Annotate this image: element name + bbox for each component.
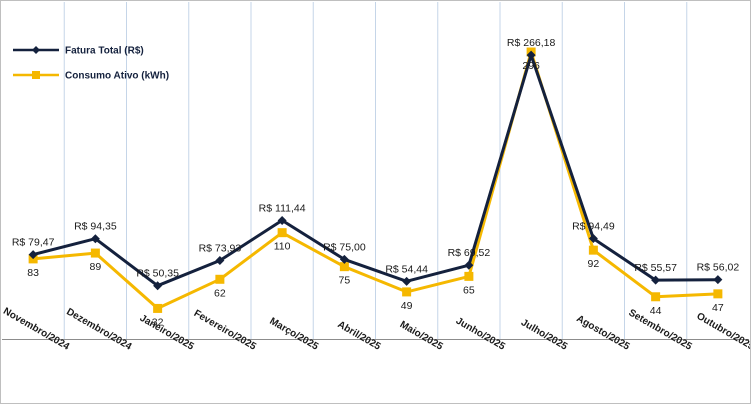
data-label-fatura-abril-2025: R$ 75,00 bbox=[323, 241, 366, 253]
legend-marker-consumo bbox=[32, 71, 40, 79]
data-label-consumo-dezembro-2024: 89 bbox=[90, 261, 102, 273]
tick-label-janeiro-2025: Janeiro/2025 bbox=[138, 313, 196, 353]
marker-fatura-junho-2025 bbox=[464, 260, 474, 270]
marker-fatura-mar-o-2025 bbox=[277, 215, 287, 225]
data-label-fatura-fevereiro-2025: R$ 73,93 bbox=[199, 243, 242, 255]
marker-consumo-dezembro-2024 bbox=[90, 248, 100, 258]
tick-label-junho-2025: Junho/2025 bbox=[454, 316, 508, 353]
legend-item-consumo: Consumo Ativo (kWh) bbox=[13, 71, 169, 82]
marker-consumo-setembro-2025 bbox=[651, 292, 661, 302]
data-label-fatura-outubro-2025: R$ 56,02 bbox=[697, 262, 740, 274]
data-label-consumo-setembro-2025: 44 bbox=[650, 305, 662, 317]
data-label-fatura-julho-2025: R$ 266,18 bbox=[507, 37, 556, 49]
data-label-consumo-junho-2025: 65 bbox=[463, 284, 475, 296]
data-label-fatura-junho-2025: R$ 69,52 bbox=[448, 247, 491, 259]
series-line-consumo bbox=[32, 50, 718, 310]
data-label-consumo-janeiro-2025: 32 bbox=[152, 316, 164, 328]
marker-consumo-agosto-2025 bbox=[588, 245, 598, 255]
marker-fatura-novembro-2024 bbox=[28, 250, 38, 260]
marker-fatura-janeiro-2025 bbox=[153, 281, 163, 291]
data-label-consumo-novembro-2024: 83 bbox=[27, 267, 39, 279]
marker-fatura-abril-2025 bbox=[339, 254, 349, 264]
legend-label-fatura: Fatura Total (R$) bbox=[65, 46, 144, 57]
data-label-fatura-agosto-2025: R$ 94,49 bbox=[572, 221, 615, 233]
marker-consumo-junho-2025 bbox=[464, 271, 474, 281]
marker-fatura-fevereiro-2025 bbox=[215, 256, 225, 266]
tick-label-mar-o-2025: Março/2025 bbox=[267, 316, 320, 353]
data-label-consumo-outubro-2025: 47 bbox=[712, 302, 724, 314]
data-label-consumo-agosto-2025: 92 bbox=[588, 258, 600, 270]
gridlines bbox=[63, 2, 688, 340]
data-label-fatura-maio-2025: R$ 54,44 bbox=[385, 263, 428, 275]
marker-fatura-agosto-2025 bbox=[588, 234, 598, 244]
marker-fatura-dezembro-2024 bbox=[90, 234, 100, 244]
legend-marker-fatura bbox=[32, 46, 40, 54]
marker-fatura-outubro-2025 bbox=[713, 275, 723, 285]
data-label-consumo-abril-2025: 75 bbox=[339, 275, 351, 287]
data-label-consumo-fevereiro-2025: 62 bbox=[214, 287, 226, 299]
data-label-consumo-julho-2025: 296 bbox=[522, 60, 540, 72]
tick-label-novembro-2024: Novembro/2024 bbox=[1, 306, 71, 353]
marker-consumo-fevereiro-2025 bbox=[215, 274, 225, 284]
data-label-fatura-novembro-2024: R$ 79,47 bbox=[12, 237, 55, 249]
data-label-fatura-janeiro-2025: R$ 50,35 bbox=[136, 268, 179, 280]
tick-label-fevereiro-2025: Fevereiro/2025 bbox=[192, 308, 259, 353]
data-label-fatura-mar-o-2025: R$ 111,44 bbox=[259, 202, 306, 214]
tick-label-outubro-2025: Outubro/2025 bbox=[695, 311, 750, 353]
tick-label-dezembro-2024: Dezembro/2024 bbox=[64, 306, 133, 352]
series-layer bbox=[28, 47, 723, 313]
legend-label-consumo: Consumo Ativo (kWh) bbox=[65, 71, 169, 82]
marker-consumo-maio-2025 bbox=[402, 287, 412, 297]
series-line-fatura bbox=[32, 53, 718, 288]
marker-consumo-abril-2025 bbox=[339, 262, 349, 272]
data-label-consumo-mar-o-2025: 110 bbox=[274, 241, 291, 253]
data-label-consumo-maio-2025: 49 bbox=[401, 300, 413, 312]
marker-consumo-janeiro-2025 bbox=[153, 303, 163, 313]
legend-item-fatura: Fatura Total (R$) bbox=[13, 46, 144, 57]
marker-fatura-setembro-2025 bbox=[651, 275, 661, 285]
marker-fatura-julho-2025 bbox=[526, 50, 536, 60]
marker-fatura-maio-2025 bbox=[402, 276, 412, 286]
marker-consumo-outubro-2025 bbox=[713, 289, 723, 299]
marker-consumo-mar-o-2025 bbox=[277, 228, 287, 238]
legend: Fatura Total (R$) Consumo Ativo (kWh) bbox=[13, 46, 169, 82]
tick-label-agosto-2025: Agosto/2025 bbox=[574, 313, 631, 352]
data-label-fatura-dezembro-2024: R$ 94,35 bbox=[74, 221, 117, 233]
data-labels: R$ 79,47 R$ 94,35 R$ 50,35 R$ 73,93 R$ 111,4… bbox=[12, 37, 740, 328]
data-label-fatura-setembro-2025: R$ 55,57 bbox=[634, 262, 677, 274]
